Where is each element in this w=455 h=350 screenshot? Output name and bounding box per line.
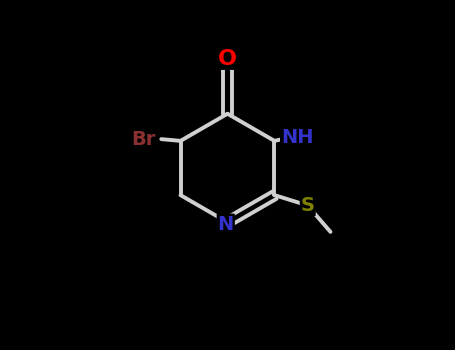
Text: Br: Br — [131, 130, 156, 149]
Text: N: N — [217, 215, 234, 233]
Text: NH: NH — [281, 128, 313, 147]
Text: S: S — [301, 196, 315, 215]
Text: O: O — [218, 49, 237, 69]
